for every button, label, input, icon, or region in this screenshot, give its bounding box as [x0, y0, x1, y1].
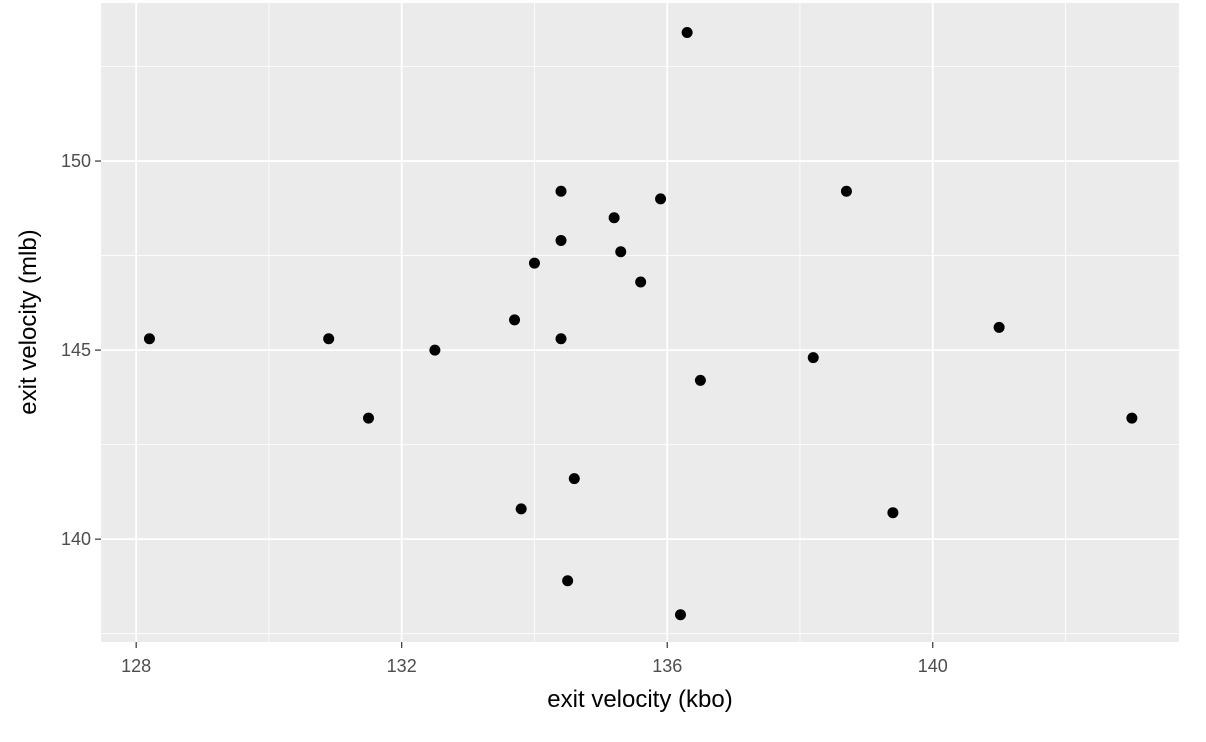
- point: [887, 507, 899, 519]
- point: [655, 193, 667, 205]
- point: [674, 609, 686, 621]
- panel: [101, 3, 1179, 642]
- y-tick-label: 140: [61, 529, 91, 549]
- point: [568, 473, 580, 485]
- point: [840, 185, 852, 197]
- point: [807, 352, 819, 364]
- point: [562, 575, 574, 587]
- point: [635, 276, 647, 288]
- point: [608, 212, 620, 224]
- point: [323, 333, 335, 345]
- x-tick-label: 132: [387, 656, 417, 676]
- point: [363, 412, 375, 424]
- point: [143, 333, 155, 345]
- point: [509, 314, 521, 326]
- point: [1126, 412, 1138, 424]
- point: [615, 246, 627, 258]
- point: [515, 503, 527, 515]
- point: [555, 333, 567, 345]
- point: [993, 321, 1005, 333]
- y-axis-title: exit velocity (mlb): [15, 229, 42, 414]
- point: [528, 257, 540, 269]
- point: [429, 344, 441, 356]
- point: [694, 374, 706, 386]
- y-tick-label: 150: [61, 151, 91, 171]
- point: [555, 234, 567, 246]
- point: [555, 185, 567, 197]
- x-axis-title: exit velocity (kbo): [547, 686, 732, 713]
- x-tick-label: 136: [652, 656, 682, 676]
- point: [681, 26, 693, 38]
- y-tick-label: 145: [61, 340, 91, 360]
- x-tick-label: 140: [918, 656, 948, 676]
- x-tick-label: 128: [121, 656, 151, 676]
